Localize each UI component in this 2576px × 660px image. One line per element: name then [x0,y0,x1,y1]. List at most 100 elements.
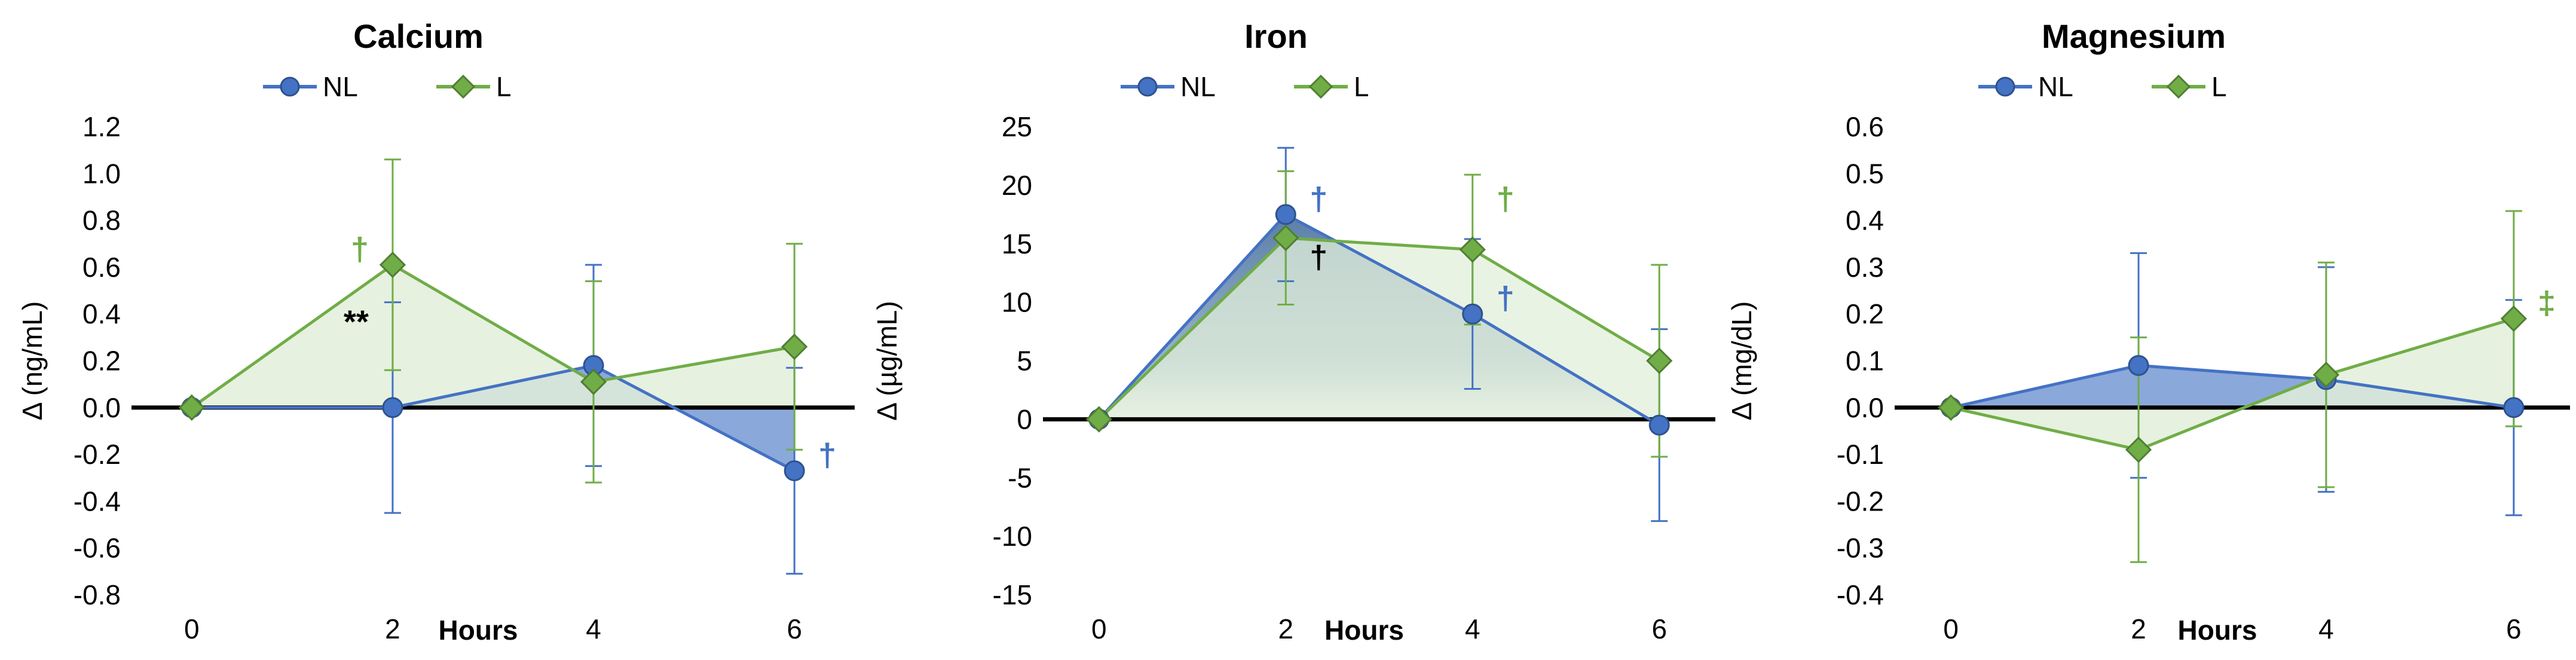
data-point-l [2500,305,2527,332]
x-tick-label: 4 [1465,613,1480,644]
y-tick-label: -0.4 [1837,579,1884,610]
y-tick-label: -0.2 [74,439,121,470]
series-line-l [1950,317,2514,451]
legend-marker-diamond [2166,74,2191,99]
legend-label: L [2211,71,2227,102]
y-tick-label: -0.1 [1837,439,1884,470]
area-fill-l [191,264,795,408]
chart-title: Iron [1244,17,1308,55]
x-tick-label: 6 [1651,613,1667,644]
legend-label: NL [1180,71,1216,102]
data-point-l [178,394,205,421]
series-line-nl [191,363,796,472]
data-point-nl [382,397,403,418]
y-tick-label: 1.2 [82,111,121,142]
x-axis-label: Hours [439,615,518,646]
y-tick-label: -0.2 [1837,485,1884,517]
legend: NL L [1121,71,1369,102]
series-line-nl [1097,212,1660,427]
data-point-nl [2503,397,2525,418]
annotation-marker: † [351,231,369,267]
x-tick-label: 4 [2318,613,2334,644]
data-point-nl [1462,303,1483,325]
y-tick-label: 0.4 [1846,205,1884,236]
data-point-nl [1275,204,1296,225]
y-tick-label: 1.0 [82,158,121,189]
area-fill-l [1951,319,2514,450]
chart-title: Calcium [353,17,484,55]
legend: NL L [263,71,512,102]
y-tick-label: -0.8 [74,579,121,610]
chart-panel-magnesium: Magnesium NL L Δ (mg/dL) -0.4 -0.3 -0.2 -0.1 0.0… [1726,17,2570,646]
x-tick-label: 6 [2506,613,2522,644]
series-line-l [191,263,795,409]
y-tick-label: -15 [993,579,1032,610]
annotation-marker: ** [344,304,369,340]
data-point-nl [784,460,805,482]
x-tick-label: 4 [586,613,601,644]
legend-item-l: L [2152,71,2227,102]
y-tick-label: 0.5 [1846,158,1884,189]
y-tick-label: 0.4 [82,298,121,329]
y-tick-label: -0.3 [1837,533,1884,564]
y-tick-label: 5 [1017,346,1032,377]
annotation-marker: † [1310,240,1327,276]
y-axis-label: Δ (ng/mL) [17,301,48,420]
y-tick-label: 20 [1002,170,1032,201]
y-tick-label: 0.1 [1846,346,1884,377]
legend-marker-diamond [1308,74,1333,99]
data-point-l [379,251,406,279]
y-tick-label: 0.3 [1846,252,1884,283]
chart-title: Magnesium [2042,17,2226,55]
y-tick-label: 10 [1002,287,1032,318]
series-line-l [1098,236,1660,421]
y-tick-label: 0.6 [82,252,121,283]
y-tick-label: 0.2 [1846,298,1884,329]
legend-item-nl: NL [263,71,358,102]
legend-label: L [496,71,512,102]
data-point-l [1459,236,1486,263]
x-tick-label: 0 [1943,613,1959,644]
x-tick-label: 2 [1278,613,1293,644]
legend-marker-circle [1137,77,1158,97]
annotation-marker: † [1310,181,1327,217]
y-tick-label: 0.8 [82,205,121,236]
legend-marker-circle [280,77,300,97]
x-tick-label: 6 [787,613,802,644]
legend-marker-circle [1995,77,2015,97]
legend-label: NL [2038,71,2073,102]
data-point-l [1085,406,1112,433]
y-tick-label: 0.6 [1846,111,1884,142]
chart-panel-iron: Iron NL L Δ (µg/mL) -15 -10 -5 0 5 10 15 20 25 0 2 4 6 Ho… [871,17,1715,646]
y-axis-label: Δ (µg/mL) [871,301,902,420]
legend: NL L [1978,71,2227,102]
data-point-l [2312,361,2340,389]
annotation-marker: † [1497,181,1515,217]
y-tick-label: 0.0 [82,392,121,423]
data-point-l [580,368,607,395]
y-tick-label: 25 [1002,111,1032,142]
legend-label: L [1354,71,1369,102]
legend-item-nl: NL [1121,71,1216,102]
y-tick-label: -0.4 [74,485,121,517]
data-point-nl [1648,414,1670,436]
y-tick-label: -5 [1008,462,1032,493]
y-tick-label: -10 [993,521,1032,552]
data-point-l [1272,224,1299,252]
data-point-l [781,333,808,360]
annotation-marker: † [818,438,836,473]
legend-label: NL [323,71,358,102]
y-tick-label: -0.6 [74,533,121,564]
annotation-marker: † [1497,280,1515,316]
legend-item-l: L [436,71,512,102]
y-tick-label: 0.0 [1846,392,1884,423]
x-axis-label: Hours [2178,615,2257,646]
data-point-l [2125,436,2152,463]
chart-panel-calcium: Calcium NL L Δ (ng/mL) -0.8 -0.6 -0.4 -0.2 0.0 0.… [17,17,855,646]
data-point-l [1646,347,1673,374]
data-point-nl [2128,355,2149,376]
legend-item-l: L [1294,71,1369,102]
x-tick-label: 2 [385,613,400,644]
data-point-l [1938,394,1965,421]
